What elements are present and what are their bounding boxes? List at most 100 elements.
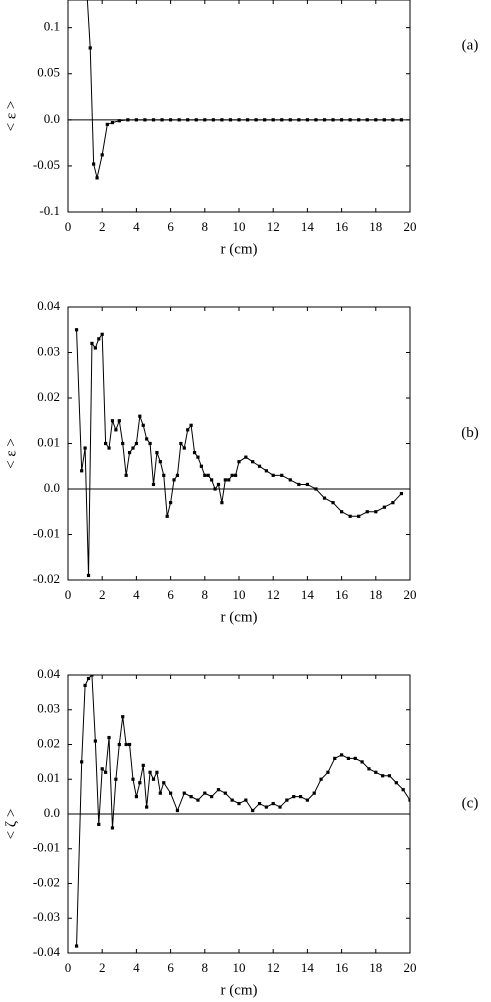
- data-point: [305, 118, 309, 122]
- data-point: [206, 473, 210, 477]
- data-point: [117, 119, 121, 123]
- x-tick-label: 0: [65, 587, 72, 602]
- data-point: [357, 514, 361, 518]
- x-tick-label: 10: [233, 587, 246, 602]
- data-point: [145, 437, 149, 441]
- panel: 0.04 0.03 0.02 0.01 0.0 -0.01 -0.02 -0.03 -0.04 0…: [3, 666, 478, 998]
- plot-area: [86, 0, 404, 180]
- data-point: [169, 501, 173, 505]
- data-point: [186, 118, 190, 122]
- y-tick-label: 0.0: [44, 111, 60, 126]
- data-point: [138, 414, 142, 418]
- y-tick-label: 0.0: [44, 805, 60, 820]
- x-tick-label: 16: [335, 219, 349, 234]
- data-point: [223, 478, 227, 482]
- data-point: [169, 791, 173, 795]
- y-tick-label: 0.02: [37, 735, 60, 750]
- data-point: [360, 760, 364, 764]
- y-tick-label: 0.0: [44, 480, 60, 495]
- data-line: [76, 329, 402, 576]
- data-point: [127, 451, 132, 455]
- data-point: [280, 473, 284, 477]
- data-point: [340, 753, 344, 757]
- data-point: [216, 482, 221, 487]
- data-point: [237, 801, 241, 806]
- data-point: [365, 510, 369, 514]
- data-point: [143, 118, 147, 122]
- x-tick-label: 4: [133, 960, 140, 975]
- x-tick-label: 8: [202, 219, 209, 234]
- data-point: [288, 118, 292, 122]
- data-point: [408, 798, 410, 802]
- y-tick-label: 0.05: [37, 65, 60, 80]
- y-tick-label: -0.02: [33, 571, 60, 586]
- data-point: [382, 505, 386, 509]
- x-tick-label: 20: [404, 960, 417, 975]
- data-point: [92, 162, 96, 166]
- x-tick-label: 18: [369, 219, 382, 234]
- x-tick-label: 14: [301, 960, 315, 975]
- data-point: [182, 446, 186, 450]
- data-point: [210, 795, 214, 799]
- data-point: [151, 777, 156, 781]
- y-tick-label: 0.04: [37, 666, 60, 681]
- data-point: [151, 118, 156, 122]
- data-point: [97, 822, 101, 827]
- panel-label: (b): [461, 425, 479, 441]
- data-point: [107, 446, 111, 450]
- data-point: [271, 801, 275, 806]
- data-point: [220, 118, 224, 122]
- data-point: [189, 795, 193, 799]
- data-point: [233, 473, 238, 477]
- data-point: [220, 501, 224, 505]
- plot-frame: [67, 306, 411, 581]
- data-point: [387, 774, 392, 778]
- data-point: [322, 118, 327, 122]
- y-tick-label: -0.02: [33, 874, 60, 889]
- data-point: [95, 176, 99, 180]
- data-point: [365, 118, 369, 122]
- data-point: [230, 798, 234, 802]
- data-point: [399, 491, 404, 496]
- y-axis-label: < ζ >: [3, 809, 19, 840]
- data-point: [271, 473, 275, 477]
- data-point: [158, 460, 162, 464]
- data-point: [211, 118, 215, 122]
- data-point: [264, 469, 268, 473]
- data-point: [399, 118, 404, 122]
- y-tick-label: 0.03: [37, 701, 60, 716]
- data-point: [216, 788, 221, 792]
- data-line: [86, 0, 402, 179]
- data-point: [107, 735, 111, 740]
- data-point: [86, 676, 91, 681]
- data-point: [175, 473, 180, 477]
- data-point: [90, 675, 94, 677]
- data-point: [127, 742, 132, 747]
- data-point: [141, 763, 145, 767]
- data-point: [134, 795, 138, 799]
- data-point: [131, 446, 135, 450]
- data-point: [333, 756, 337, 760]
- data-point: [319, 777, 323, 781]
- data-point: [244, 455, 248, 459]
- plot-frame: [67, 0, 411, 213]
- data-point: [391, 501, 395, 505]
- data-point: [138, 781, 142, 785]
- y-tick-label: 0.02: [37, 389, 60, 404]
- data-point: [213, 487, 217, 491]
- data-point: [394, 781, 398, 785]
- data-point: [124, 473, 128, 477]
- data-point: [237, 118, 241, 122]
- data-point: [80, 469, 84, 473]
- y-tick-label: 0.01: [37, 770, 60, 785]
- data-point: [155, 770, 159, 774]
- y-tick-label: 0.03: [37, 343, 60, 358]
- x-tick-label: 8: [202, 587, 209, 602]
- data-point: [326, 770, 330, 774]
- data-point: [244, 798, 248, 802]
- data-point: [134, 441, 138, 446]
- data-point: [257, 801, 262, 806]
- data-point: [263, 118, 267, 122]
- data-point: [346, 756, 351, 760]
